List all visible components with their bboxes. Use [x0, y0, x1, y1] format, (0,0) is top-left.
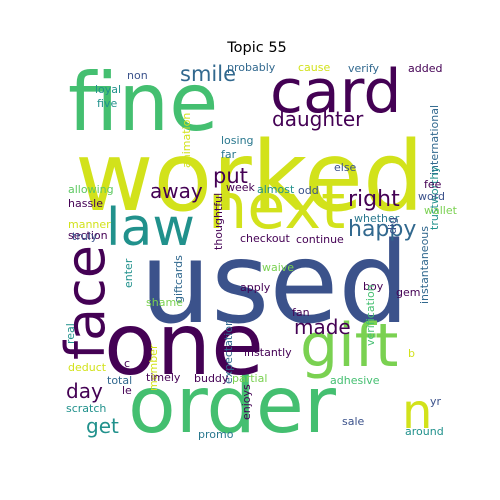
word-non: non — [127, 69, 148, 82]
word-promo: promo — [198, 428, 234, 441]
word-added: added — [408, 62, 442, 75]
word-far: far — [221, 148, 237, 161]
word-shame: shame — [146, 296, 183, 309]
word-week: week — [226, 181, 256, 194]
word-loyal: loyal — [95, 83, 121, 96]
word-probably: probably — [227, 61, 276, 74]
word-whether: whether — [354, 212, 400, 225]
word-allowing: allowing — [68, 183, 114, 196]
word-one: one — [104, 295, 264, 395]
word-giftcards: giftcards — [172, 255, 185, 303]
word-sale: sale — [342, 415, 365, 428]
word-buddy: buddy — [194, 372, 229, 385]
word-cause: cause — [298, 61, 330, 74]
figure-title: Topic 55 — [226, 40, 287, 56]
word-b: b — [408, 347, 415, 360]
word-smile: smile — [180, 62, 236, 86]
word-order: order — [128, 361, 337, 451]
word-member: member — [147, 344, 160, 391]
word-c: c — [124, 357, 130, 370]
word-losing: losing — [221, 134, 254, 147]
word-animation: animation — [180, 113, 193, 168]
word-almost: almost — [257, 183, 295, 196]
word-put: put — [213, 164, 248, 188]
word-adhesive: adhesive — [330, 374, 380, 387]
word-enter: enter — [122, 258, 135, 288]
word-dig: dig — [386, 217, 399, 234]
word-manner: manner — [68, 218, 111, 231]
word-trustworthy: trustworthy — [428, 166, 441, 230]
word-wallet: wallet — [424, 204, 458, 217]
word-thoughtful: thoughtful — [212, 193, 225, 250]
word-instantly: instantly — [244, 346, 292, 359]
word-section: section — [68, 229, 108, 242]
word-gift: gift — [300, 311, 398, 381]
word-around: around — [405, 425, 444, 438]
word-timely: timely — [146, 371, 181, 384]
word-n: n — [402, 384, 432, 440]
word-away: away — [150, 179, 203, 203]
word-expectation: expectation — [222, 319, 235, 384]
word-verify: verify — [348, 62, 380, 75]
word-face: face — [54, 245, 117, 360]
word-word: word — [418, 190, 445, 203]
word-verification: verification — [364, 284, 377, 346]
word-happy: happy — [348, 217, 416, 242]
word-enjoys: enjoys — [240, 384, 253, 420]
word-fan: fan — [292, 306, 310, 319]
word-checkout: checkout — [240, 232, 291, 245]
word-le: le — [122, 384, 132, 397]
word-instantaneous: instantaneous — [418, 226, 431, 304]
word-odd: odd — [298, 184, 319, 197]
word-made: made — [294, 315, 351, 339]
word-worked: worked — [75, 121, 424, 233]
word-international: international — [428, 105, 441, 175]
word-hassle: hassle — [68, 197, 103, 210]
word-five: five — [97, 97, 117, 110]
word-else: else — [334, 161, 357, 174]
word-next: next — [208, 170, 345, 243]
word-daughter: daughter — [272, 107, 364, 131]
word-total: total — [107, 374, 132, 387]
word-fine: fine — [68, 56, 218, 149]
word-scratch: scratch — [66, 402, 106, 415]
word-day: day — [66, 379, 103, 403]
word-right: right — [348, 187, 400, 212]
word-partial: partial — [232, 372, 267, 385]
word-boy: boy — [363, 280, 384, 293]
word-apply: apply — [240, 281, 271, 294]
word-law: law — [106, 198, 195, 258]
word-yr: yr — [430, 395, 442, 408]
word-waive: waive — [262, 261, 294, 274]
word-real: real — [64, 323, 77, 344]
word-fee: fee — [424, 178, 442, 191]
word-deduct: deduct — [68, 361, 107, 374]
word-gem: gem — [396, 286, 420, 299]
word-continue: continue — [296, 233, 344, 246]
word-card: card — [270, 57, 401, 127]
word-truly: truly — [72, 230, 98, 243]
word-get: get — [86, 414, 119, 438]
word-used: used — [140, 219, 409, 349]
